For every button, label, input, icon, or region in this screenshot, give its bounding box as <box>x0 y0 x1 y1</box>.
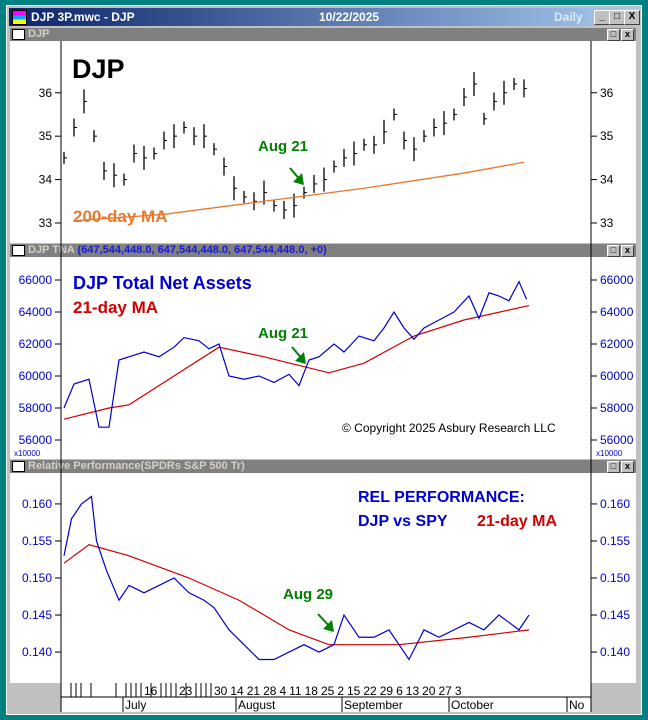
rel-ma21-line <box>63 544 530 646</box>
panel-icon <box>12 29 25 40</box>
copyright: © Copyright 2025 Asbury Research LLC <box>342 421 556 435</box>
x-tick-label: 3 <box>455 684 462 698</box>
panel-title: DJP TNA <box>28 244 75 256</box>
month-label: September <box>344 698 403 712</box>
y-tick-label-right: 60000 <box>600 369 634 383</box>
tna-line <box>63 280 528 428</box>
y-tick-label-left: 62000 <box>19 337 53 351</box>
y-tick-label-right: 0.160 <box>600 497 630 511</box>
x-tick-label: 15 <box>347 684 361 698</box>
y-tick-label-right: 34 <box>600 173 614 187</box>
x-tick-label: 13 <box>406 684 420 698</box>
panel-close-button[interactable]: x <box>621 461 634 473</box>
x-tick-label: 14 <box>230 684 244 698</box>
y-tick-label-left: 60000 <box>19 369 53 383</box>
x-tick-label: 20 <box>422 684 436 698</box>
panel-maximize-button[interactable]: □ <box>607 245 620 257</box>
y-tick-label-left: 64000 <box>19 305 53 319</box>
x-tick-label: 6 <box>396 684 403 698</box>
month-label: No <box>569 698 585 712</box>
arrow-head-icon <box>293 173 304 185</box>
close-button[interactable]: X <box>624 10 640 25</box>
price-label: DJP <box>72 54 125 84</box>
arrow-head-icon <box>323 620 334 632</box>
x-tick-label: 18 <box>305 684 319 698</box>
y-tick-label-left: 35 <box>39 129 53 143</box>
panel-icon <box>12 461 25 472</box>
title-bar: DJP 3P.mwc - DJP 10/22/2025 Daily _ □ X <box>9 8 640 26</box>
x-tick-label: 27 <box>438 684 452 698</box>
scale-left: x10000 <box>14 449 41 458</box>
app-icon <box>12 10 27 25</box>
y-tick-label-right: 58000 <box>600 401 634 415</box>
y-tick-label-left: 33 <box>39 216 53 230</box>
panel-close-button[interactable]: x <box>621 29 634 41</box>
y-tick-label-left: 56000 <box>19 433 53 447</box>
y-tick-label-right: 0.155 <box>600 534 630 548</box>
x-tick-label: 29 <box>380 684 394 698</box>
x-tick-label: 28 <box>263 684 277 698</box>
panel-close-button[interactable]: x <box>621 245 634 257</box>
x-tick-label: 11 <box>289 684 302 698</box>
panel-header-rel: Relative Performance(SPDRs S&P 500 Tr) □… <box>10 460 636 473</box>
panel-icon <box>12 245 25 256</box>
rel-line <box>63 495 530 661</box>
y-tick-label-left: 0.160 <box>22 497 52 511</box>
panel-title: Relative Performance(SPDRs S&P 500 Tr) <box>28 460 245 472</box>
panel-maximize-button[interactable]: □ <box>607 29 620 41</box>
window-title: DJP 3P.mwc - DJP <box>31 10 135 24</box>
y-tick-label-left: 66000 <box>19 273 53 287</box>
y-tick-label-left: 34 <box>39 173 53 187</box>
annotation-aug21-tna: Aug 21 <box>258 325 308 342</box>
y-tick-label-left: 58000 <box>19 401 53 415</box>
ma200-label: 200-day MA <box>73 207 167 226</box>
annotation-aug21-price: Aug 21 <box>258 138 308 155</box>
y-tick-label-right: 0.145 <box>600 608 630 622</box>
month-label: October <box>451 698 494 712</box>
scale-right: x10000 <box>596 449 623 458</box>
rel-label: REL PERFORMANCE: <box>358 489 525 506</box>
y-tick-label-left: 0.155 <box>22 534 52 548</box>
y-tick-label-right: 35 <box>600 129 614 143</box>
annotation-aug29-rel: Aug 29 <box>283 586 333 603</box>
y-tick-label-left: 0.140 <box>22 645 52 659</box>
ma200-line <box>73 161 525 222</box>
tna-label: DJP Total Net Assets <box>73 273 252 293</box>
rel-pair-label: DJP vs SPY <box>358 513 448 530</box>
x-tick-label: 2 <box>337 684 344 698</box>
month-label: August <box>238 698 276 712</box>
x-tick-label: 22 <box>363 684 377 698</box>
month-label: July <box>125 698 146 712</box>
y-tick-label-right: 0.140 <box>600 645 630 659</box>
panel-maximize-button[interactable]: □ <box>607 461 620 473</box>
x-tick-label: 25 <box>321 684 335 698</box>
y-tick-label-right: 33 <box>600 216 614 230</box>
panel-values: (647,544,448.0, 647,544,448.0, 647,544,4… <box>77 244 327 256</box>
rel-ma-label: 21-day MA <box>477 513 557 530</box>
y-tick-label-right: 66000 <box>600 273 634 287</box>
y-tick-label-right: 62000 <box>600 337 634 351</box>
panel-header-tna: DJP TNA (647,544,448.0, 647,544,448.0, 6… <box>10 244 636 257</box>
y-tick-label-left: 0.150 <box>22 571 52 585</box>
y-tick-label-left: 36 <box>39 86 53 100</box>
y-tick-label-right: 0.150 <box>600 571 630 585</box>
panel-header-price: DJP □ x <box>10 28 636 41</box>
x-tick-label: 21 <box>247 684 261 698</box>
y-tick-label-left: 0.145 <box>22 608 52 622</box>
period-label: Daily <box>554 10 583 24</box>
tna-ma21-line <box>63 305 530 420</box>
ma21-label: 21-day MA <box>73 298 158 317</box>
y-tick-label-right: 56000 <box>600 433 634 447</box>
panel-title: DJP <box>28 28 50 40</box>
arrow-head-icon <box>295 352 306 364</box>
y-tick-label-right: 36 <box>600 86 614 100</box>
x-tick-label: 4 <box>279 684 286 698</box>
y-tick-label-right: 64000 <box>600 305 634 319</box>
x-tick-label: 30 <box>214 684 228 698</box>
window-date: 10/22/2025 <box>319 10 380 24</box>
